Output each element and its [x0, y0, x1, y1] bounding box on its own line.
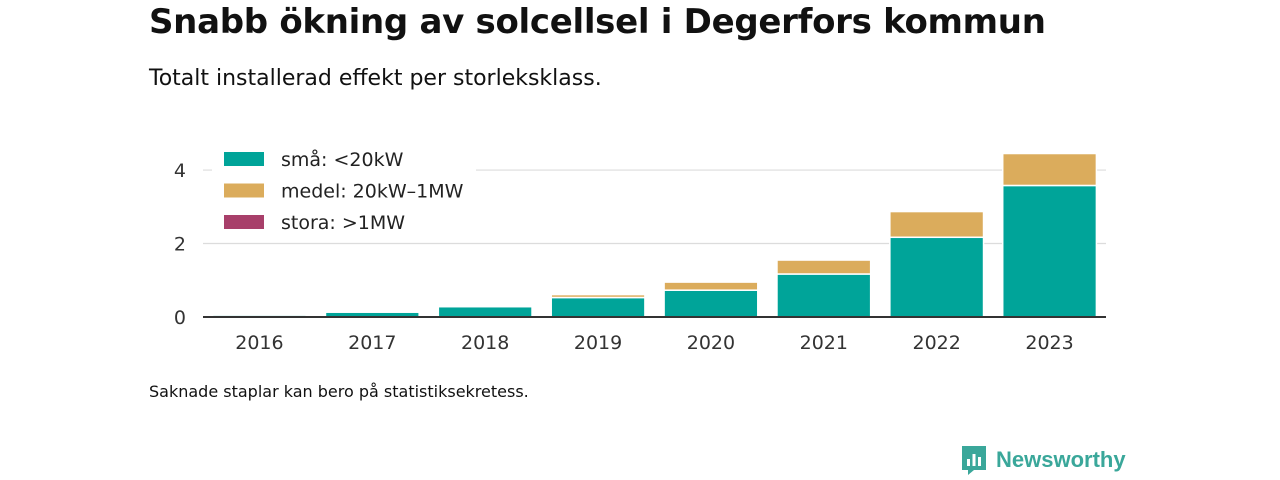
newsworthy-logo-icon [962, 446, 986, 475]
x-tick-label: 2023 [1025, 332, 1073, 354]
x-axis: 2016 2017 2018 2019 2020 2021 2022 2023 [203, 316, 1106, 354]
x-tick-label: 2021 [800, 332, 848, 354]
y-tick-label: 2 [174, 234, 186, 256]
bar-segment [663, 281, 759, 291]
x-tick-label: 2019 [574, 332, 622, 354]
legend-label: stora: >1MW [281, 212, 405, 234]
x-tick-label: 2020 [687, 332, 735, 354]
bar-group [211, 152, 1098, 318]
bar-segment [663, 289, 759, 318]
x-tick-label: 2022 [913, 332, 961, 354]
x-tick-label: 2016 [235, 332, 283, 354]
x-tick-label: 2017 [348, 332, 396, 354]
chart-title: Snabb ökning av solcellsel i Degerfors k… [149, 2, 1046, 42]
legend-swatch [224, 183, 264, 198]
legend-label: små: <20kW [281, 148, 404, 171]
bar-segment [550, 296, 646, 318]
bar-segment [1001, 152, 1098, 187]
brand-logo: Newsworthy [960, 444, 1126, 476]
y-axis: 0 2 4 [174, 160, 186, 329]
brand-name: Newsworthy [996, 447, 1126, 472]
chart-subtitle: Totalt installerad effekt per storlekskl… [149, 66, 602, 91]
bar-segment [889, 210, 985, 239]
y-tick-label: 0 [174, 307, 186, 329]
legend: små: <20kW medel: 20kW–1MW stora: >1MW [212, 144, 476, 240]
legend-swatch [224, 152, 264, 166]
bar-segment [776, 273, 872, 318]
x-tick-label: 2018 [461, 332, 509, 354]
chart-caption: Saknade staplar kan bero på statistiksek… [149, 382, 529, 401]
legend-swatch [224, 215, 264, 229]
bar-segment [437, 305, 533, 318]
legend-label: medel: 20kW–1MW [281, 181, 464, 203]
bar-segment [550, 293, 646, 299]
bar-segment [776, 259, 872, 275]
y-tick-label: 4 [174, 160, 186, 182]
bar-segment [889, 236, 985, 318]
bar-segment [1001, 184, 1098, 318]
